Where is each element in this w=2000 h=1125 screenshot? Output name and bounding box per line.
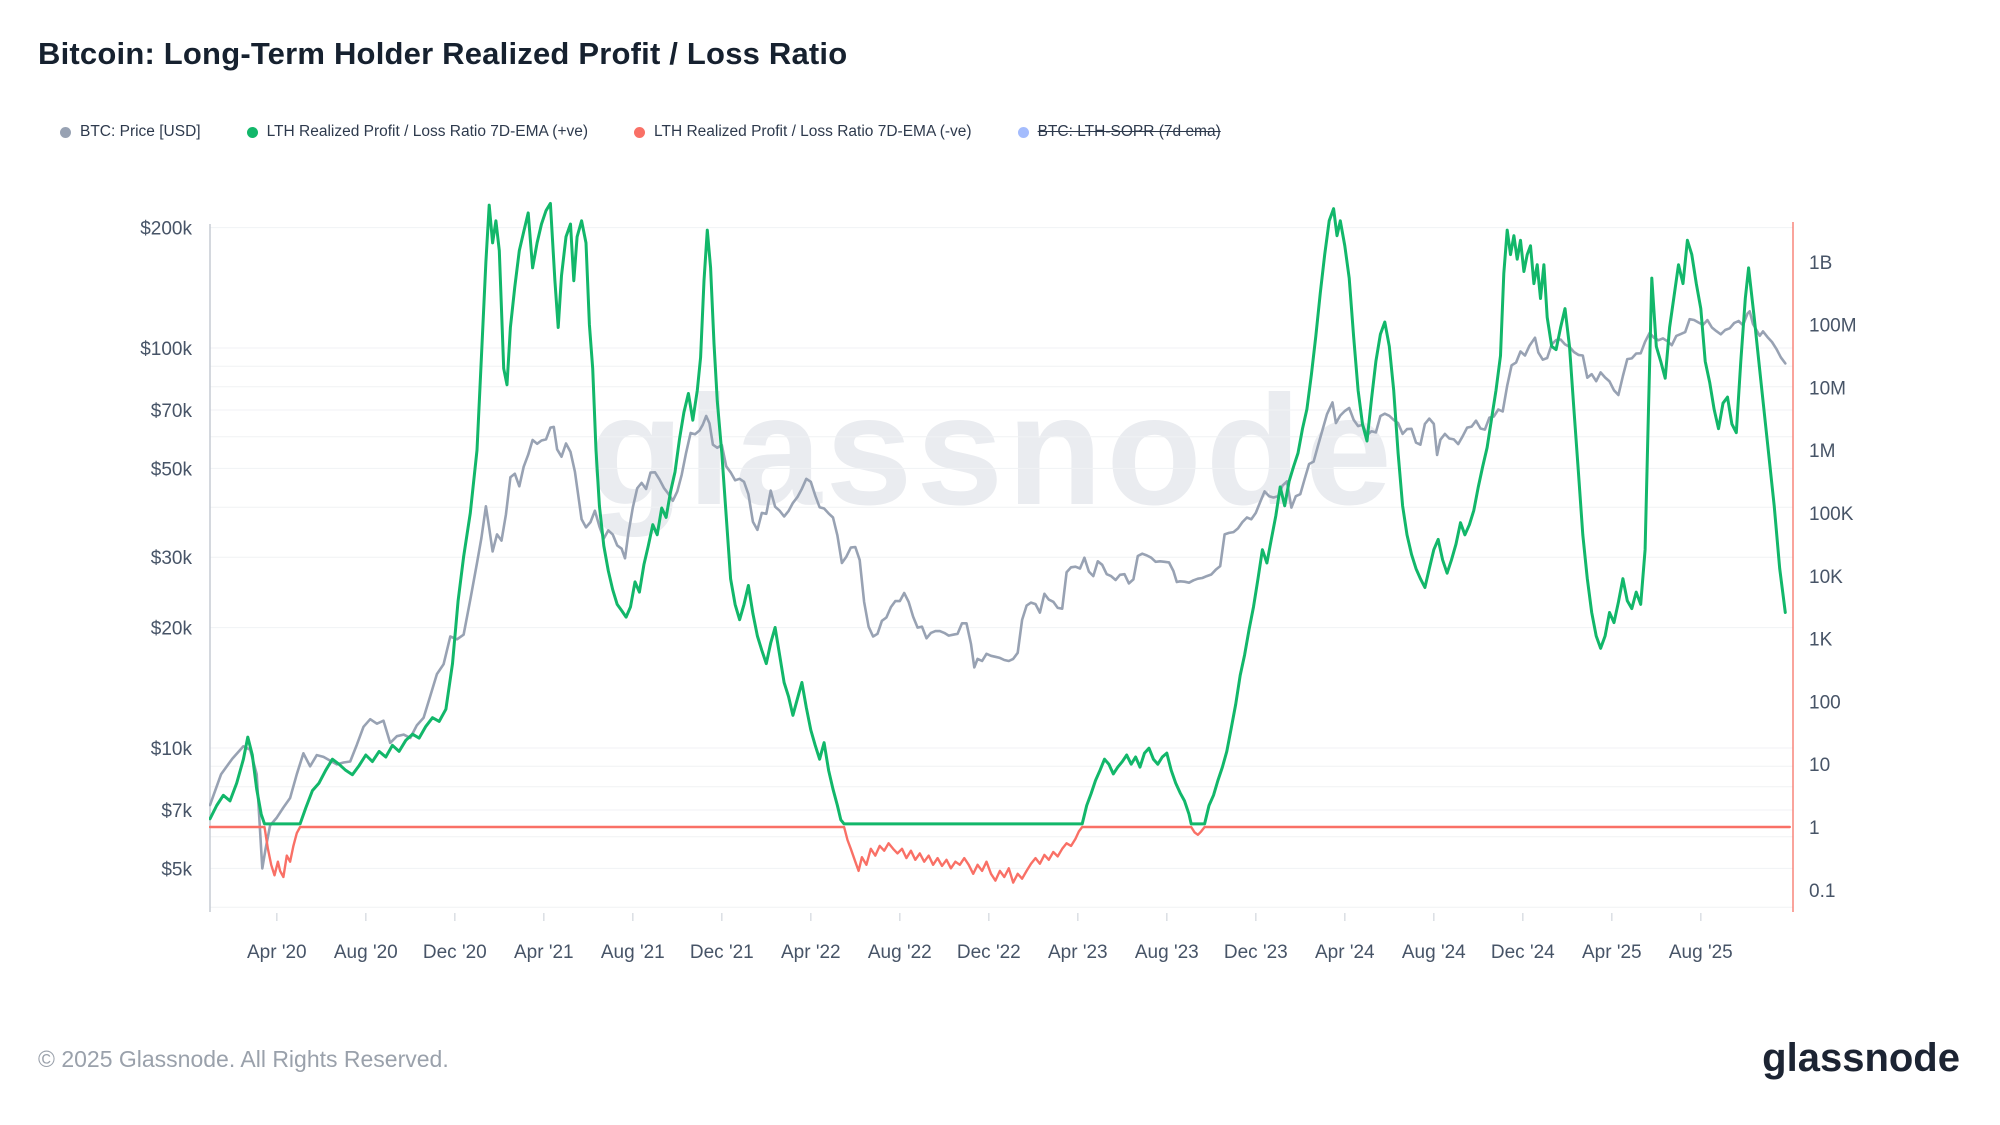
copyright-text: © 2025 Glassnode. All Rights Reserved. [38, 1046, 449, 1072]
x-axis-tick-label: Aug '25 [1669, 942, 1733, 963]
right-axis-tick-label: 1B [1809, 253, 1832, 274]
legend-dot-blue-icon [1017, 126, 1029, 138]
btc-price-line [209, 310, 1787, 870]
x-axis-tick-label: Dec '21 [690, 942, 754, 963]
legend-label: BTC: Price [USD] [80, 123, 201, 140]
left-axis-tick-label: $100k [140, 339, 192, 360]
right-axis-tick-label: 10K [1809, 567, 1843, 588]
x-axis-tick-label: Aug '22 [868, 942, 932, 963]
left-axis-tick-label: $10k [151, 739, 193, 760]
legend-item-ratio-positive[interactable]: LTH Realized Profit / Loss Ratio 7D-EMA … [246, 123, 589, 141]
right-axis-tick-label: 0.1 [1809, 881, 1835, 902]
right-axis-tick-label: 100M [1809, 316, 1857, 337]
legend-label: LTH Realized Profit / Loss Ratio 7D-EMA … [654, 123, 972, 140]
legend-label: BTC: LTH-SOPR (7d ema) [1037, 123, 1221, 140]
right-axis-tick-label: 1K [1809, 630, 1833, 651]
x-axis-tick-label: Aug '21 [601, 942, 665, 963]
legend-item-lth-sopr-disabled[interactable]: BTC: LTH-SOPR (7d ema) [1017, 123, 1221, 141]
x-axis-tick-label: Apr '21 [514, 942, 574, 963]
right-axis-tick-label: 10 [1809, 755, 1830, 776]
legend-label: LTH Realized Profit / Loss Ratio 7D-EMA … [266, 123, 589, 140]
x-axis-tick-label: Aug '20 [334, 942, 398, 963]
left-axis-tick-label: $200k [140, 219, 192, 240]
legend-dot-red-icon [634, 126, 646, 138]
x-axis-tick-label: Dec '22 [957, 942, 1021, 963]
chart-legend: BTC: Price [USD] LTH Realized Profit / L… [60, 123, 1221, 141]
lth-ratio-positive-line [209, 201, 1787, 826]
legend-dot-gray-icon [60, 126, 71, 138]
x-axis-tick-label: Aug '24 [1402, 942, 1466, 963]
x-axis-tick-label: Apr '25 [1582, 942, 1642, 963]
right-axis-tick-label: 100K [1809, 504, 1854, 525]
x-axis-tick-label: Dec '24 [1491, 942, 1555, 963]
left-axis-tick-label: $30k [151, 548, 193, 569]
right-axis-tick-label: 1M [1809, 441, 1835, 462]
right-axis-tick-label: 100 [1809, 692, 1841, 713]
x-axis-tick-label: Aug '23 [1135, 942, 1199, 963]
page-title: Bitcoin: Long-Term Holder Realized Profi… [38, 36, 848, 71]
left-axis-tick-label: $20k [151, 619, 193, 640]
x-axis-tick-label: Dec '23 [1224, 942, 1288, 963]
x-axis-tick-label: Apr '22 [781, 942, 841, 963]
x-axis-tick-label: Apr '20 [247, 942, 307, 963]
x-axis-tick-label: Apr '23 [1048, 942, 1108, 963]
glassnode-logo: glassnode [1762, 1036, 1960, 1080]
left-axis-tick-label: $7k [161, 801, 192, 822]
lth-ratio-negative-line [209, 825, 1791, 884]
left-axis-tick-label: $50k [151, 459, 193, 480]
left-axis-tick-label: $70k [151, 401, 193, 422]
right-axis-tick-label: 10M [1809, 378, 1846, 399]
legend-dot-green-icon [246, 126, 258, 138]
x-axis-tick-label: Dec '20 [423, 942, 487, 963]
left-axis-tick-label: $5k [161, 859, 192, 880]
legend-item-ratio-negative[interactable]: LTH Realized Profit / Loss Ratio 7D-EMA … [634, 123, 972, 141]
right-axis-tick-label: 1 [1809, 818, 1820, 839]
legend-item-btc-price[interactable]: BTC: Price [USD] [60, 123, 201, 141]
x-axis-tick-label: Apr '24 [1315, 942, 1375, 963]
